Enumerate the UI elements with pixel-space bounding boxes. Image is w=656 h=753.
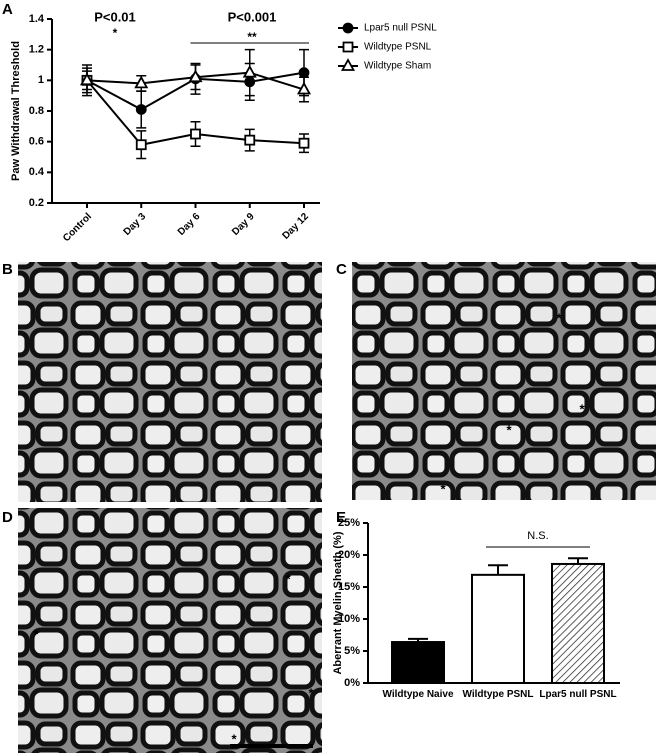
x-tick-label: Wildtype Naive — [382, 689, 454, 700]
panel-label: C — [336, 261, 347, 278]
legend-marker — [340, 58, 356, 71]
y-tick-label: 1.2 — [29, 44, 44, 56]
legend-label: Wildtype PSNL — [364, 42, 432, 53]
data-point — [188, 69, 203, 83]
y-tick-label: 0.2 — [29, 197, 44, 209]
micrograph-c — [352, 262, 656, 500]
legend-label: Wildtype Sham — [364, 61, 431, 72]
y-axis-label: Paw Withdrawal Threshold — [10, 41, 22, 181]
x-tick-label: Day 9 — [230, 211, 257, 238]
x-tick-label: Wildtype PSNL — [462, 689, 534, 700]
micrograph-b — [18, 262, 322, 502]
y-tick-label: 20% — [338, 549, 360, 561]
annotation: P<0.01 — [94, 9, 136, 24]
annotation: * — [113, 26, 118, 40]
bar — [391, 641, 445, 684]
legend-label: Lpar5 null PSNL — [364, 23, 437, 34]
y-tick-label: 1.4 — [29, 13, 45, 25]
y-tick-label: 10% — [338, 613, 360, 625]
y-tick-label: 0.8 — [29, 105, 44, 117]
annotation: P<0.001 — [228, 9, 277, 24]
error-bar — [488, 564, 508, 575]
y-tick-label: 15% — [338, 581, 360, 593]
data-point — [79, 72, 95, 86]
data-point — [296, 81, 312, 95]
asterisk: * — [33, 626, 39, 641]
x-tick-label: Day 3 — [122, 211, 149, 238]
panel-label: B — [2, 261, 13, 278]
y-tick-label: 25% — [338, 517, 360, 529]
asterisk: * — [506, 422, 512, 437]
asterisk: * — [440, 481, 446, 496]
y-tick-label: 1 — [38, 74, 44, 86]
annotation: N.S. — [527, 530, 548, 542]
data-point — [134, 75, 149, 89]
asterisk: * — [285, 571, 291, 586]
x-tick-label: Day 6 — [176, 211, 203, 238]
x-tick-label-box: Wildtype PSNL — [462, 689, 534, 700]
panel-label: D — [2, 509, 13, 526]
data-point — [135, 139, 147, 151]
legend-marker — [342, 22, 354, 34]
x-tick-label-box: Lpar5 null PSNL — [539, 689, 617, 700]
asterisk: * — [308, 685, 314, 700]
asterisk: * — [556, 310, 562, 325]
x-tick-label: Day 12 — [280, 211, 311, 242]
data-point — [244, 134, 256, 146]
data-point — [242, 64, 257, 78]
y-tick-label: 5% — [344, 645, 360, 657]
data-point — [298, 137, 310, 149]
data-point — [190, 128, 201, 140]
bar — [471, 573, 525, 685]
y-tick-label: 0% — [344, 677, 360, 689]
y-tick-label: 0.4 — [29, 166, 45, 178]
panel-label: E — [336, 509, 346, 526]
legend-marker — [342, 41, 354, 53]
micrograph-d — [18, 508, 322, 753]
y-tick-label: 0.6 — [29, 136, 44, 148]
data-point — [135, 104, 147, 115]
x-tick-label: Control — [61, 211, 94, 244]
asterisk: * — [231, 731, 237, 746]
panel-label: A — [2, 1, 13, 18]
y-axis-label: Aberrant Myelin Sheath (%) — [332, 531, 344, 674]
annotation: ** — [247, 30, 257, 44]
asterisk: * — [579, 401, 585, 416]
x-tick-label-box: Wildtype Naive — [382, 689, 454, 700]
data-point — [298, 67, 310, 79]
bar — [551, 562, 605, 685]
x-tick-label: Lpar5 null PSNL — [539, 689, 617, 700]
